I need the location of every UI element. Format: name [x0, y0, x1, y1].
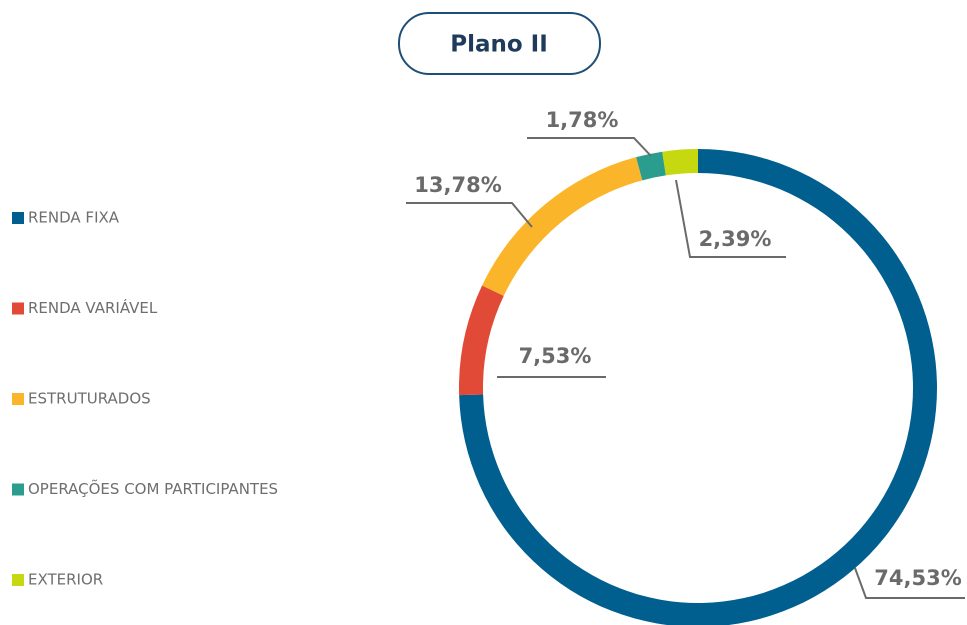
leader-line	[527, 137, 652, 157]
legend-swatch	[12, 574, 24, 586]
legend-label: RENDA VARIÁVEL	[28, 298, 158, 317]
value-label: 2,39%	[699, 227, 772, 251]
leader-line	[675, 179, 786, 258]
value-label: 13,78%	[414, 173, 501, 197]
legend-swatch	[12, 483, 24, 496]
leader-line	[406, 202, 533, 228]
legend-swatch	[12, 302, 24, 315]
legend-label: ESTRUTURADOS	[28, 390, 151, 408]
value-label: 74,53%	[874, 566, 961, 590]
legend-swatch	[12, 393, 24, 405]
donut-segment	[662, 149, 698, 176]
donut-segment	[636, 151, 666, 181]
value-label: 1,78%	[546, 108, 619, 132]
donut-segment	[459, 285, 504, 396]
title-pill	[398, 12, 601, 75]
donut-segment	[482, 157, 643, 296]
chart-title: Plano II	[450, 32, 548, 58]
legend-label: RENDA FIXA	[28, 209, 120, 227]
leader-line	[854, 567, 965, 599]
legend-label: EXTERIOR	[28, 571, 103, 589]
value-label: 7,53%	[519, 344, 592, 368]
legend-swatch	[12, 212, 24, 224]
legend-label: OPERAÇÕES COM PARTICIPANTES	[28, 479, 278, 498]
